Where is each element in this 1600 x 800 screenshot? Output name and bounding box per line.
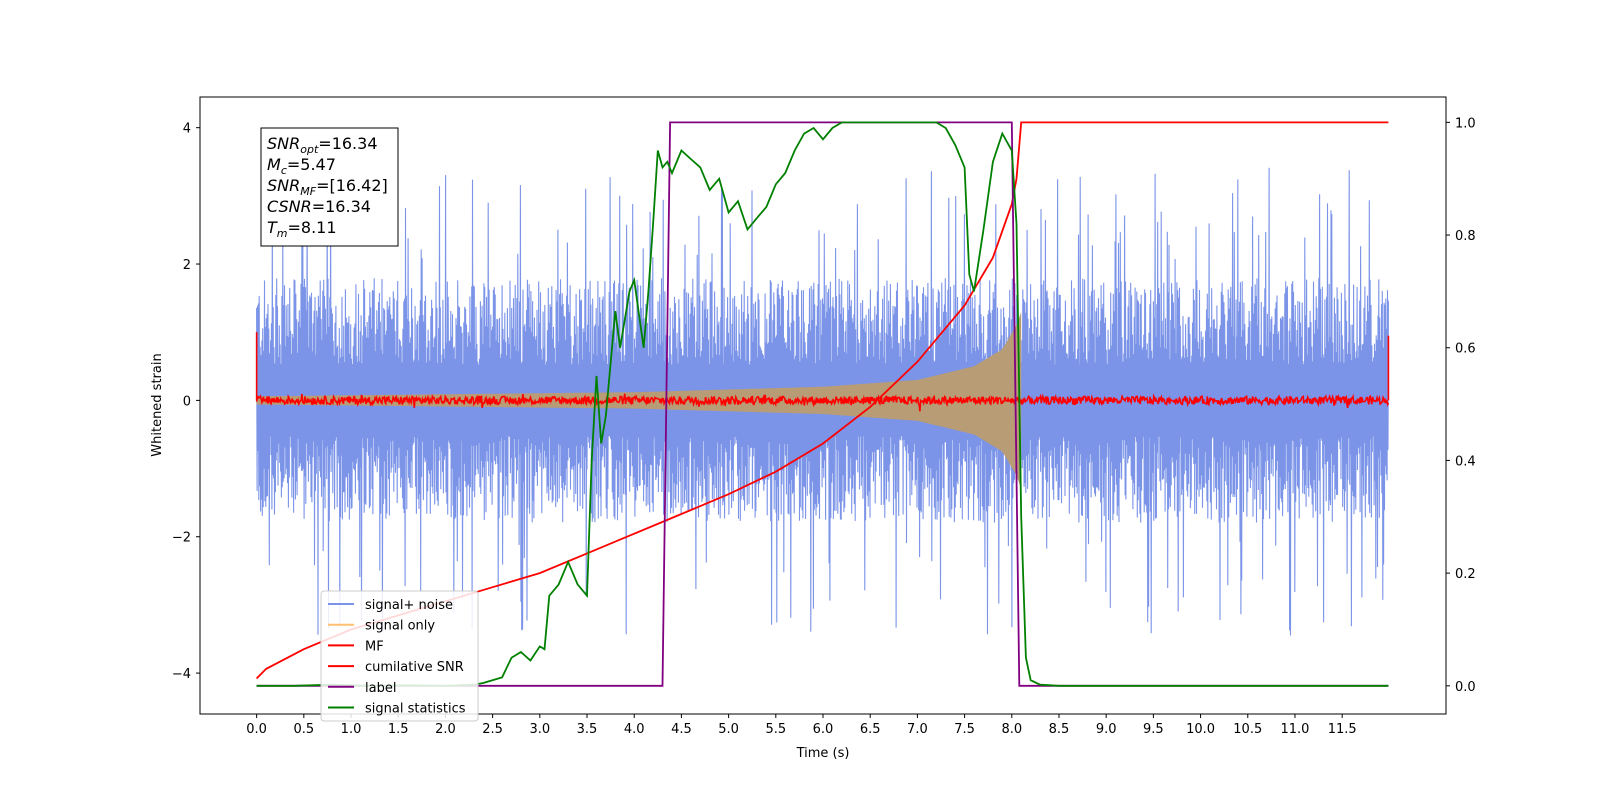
x-tick-label: 5.0 [718,722,739,737]
x-axis-ticks: 0.0 0.5 1.0 1.5 2.0 2.5 3.0 3.5 4.0 4.5 5.0 5.5 6.0 6… [246,714,1357,737]
x-tick-label: 10.5 [1233,722,1262,737]
x-tick-label: 0.5 [293,722,314,737]
y-axis-label: Whitened strain [150,353,165,456]
x-tick-label: 8.0 [1001,722,1022,737]
legend-frame [320,590,479,722]
x-axis-label: Time (s) [796,746,850,761]
y-left-tick-label: −4 [172,667,191,682]
x-tick-label: 6.5 [860,722,881,737]
info-box-line: Tm=8.11 [267,218,337,240]
y-left-tick-label: 2 [183,258,191,273]
x-tick-label: 2.5 [482,722,503,737]
x-tick-label: 9.5 [1143,722,1164,737]
x-tick-label: 7.5 [954,722,975,737]
y-right-tick-label: 0.8 [1455,229,1476,244]
y-left-tick-label: 0 [183,394,191,409]
info-box: SNRopt=16.34Mc=5.47SNRMF=[16.42]CSNR=16.… [260,127,399,247]
legend-label-signal-only: signal only [365,619,435,634]
x-tick-label: 0.0 [246,722,267,737]
legend: signal+ noise signal only MF cumilative SNR… [320,590,479,722]
series-signal-statistics-line [256,121,1389,687]
x-tick-label: 3.0 [529,722,550,737]
x-tick-label: 10.0 [1186,722,1215,737]
x-tick-label: 4.5 [671,722,692,737]
x-tick-label: 1.0 [341,722,362,737]
legend-label-cumilative-snr: cumilative SNR [365,660,464,675]
x-tick-label: 2.0 [435,722,456,737]
x-tick-label: 5.5 [765,722,786,737]
x-tick-label: 7.0 [907,722,928,737]
y-right-tick-label: 0.0 [1455,680,1476,695]
series-signal-noise-line [256,167,1389,636]
y-axis-left-ticks: −4 −2 0 2 4 [172,122,200,682]
info-box-line: CSNR=16.34 [267,197,371,216]
legend-label-mf: MF [365,639,384,654]
y-axis-right-ticks: 0.0 0.2 0.4 0.6 0.8 1.0 [1446,116,1476,695]
legend-label-signal-noise: signal+ noise [365,598,453,613]
y-right-tick-label: 0.4 [1455,454,1476,469]
series-mf-line [255,393,1390,412]
legend-label-label: label [365,681,396,696]
y-right-tick-label: 1.0 [1455,116,1476,131]
x-tick-label: 6.0 [813,722,834,737]
info-box-frame [260,127,399,247]
x-tick-label: 1.5 [388,722,409,737]
y-right-tick-label: 0.2 [1455,567,1476,582]
x-tick-label: 8.5 [1049,722,1070,737]
legend-label-signal-statistics: signal statistics [365,702,466,717]
info-box-line: SNRopt=16.34 [267,134,378,156]
x-tick-label: 4.0 [624,722,645,737]
info-box-line: Mc=5.47 [267,155,336,177]
x-tick-label: 9.0 [1096,722,1117,737]
info-box-line: SNRMF=[16.42] [267,176,388,198]
y-left-tick-label: 4 [183,122,191,137]
x-tick-label: 11.5 [1328,722,1357,737]
y-left-tick-label: −2 [172,531,191,546]
y-right-tick-label: 0.6 [1455,342,1476,357]
x-tick-label: 3.5 [577,722,598,737]
x-tick-label: 11.0 [1280,722,1309,737]
plot-area [255,121,1390,687]
